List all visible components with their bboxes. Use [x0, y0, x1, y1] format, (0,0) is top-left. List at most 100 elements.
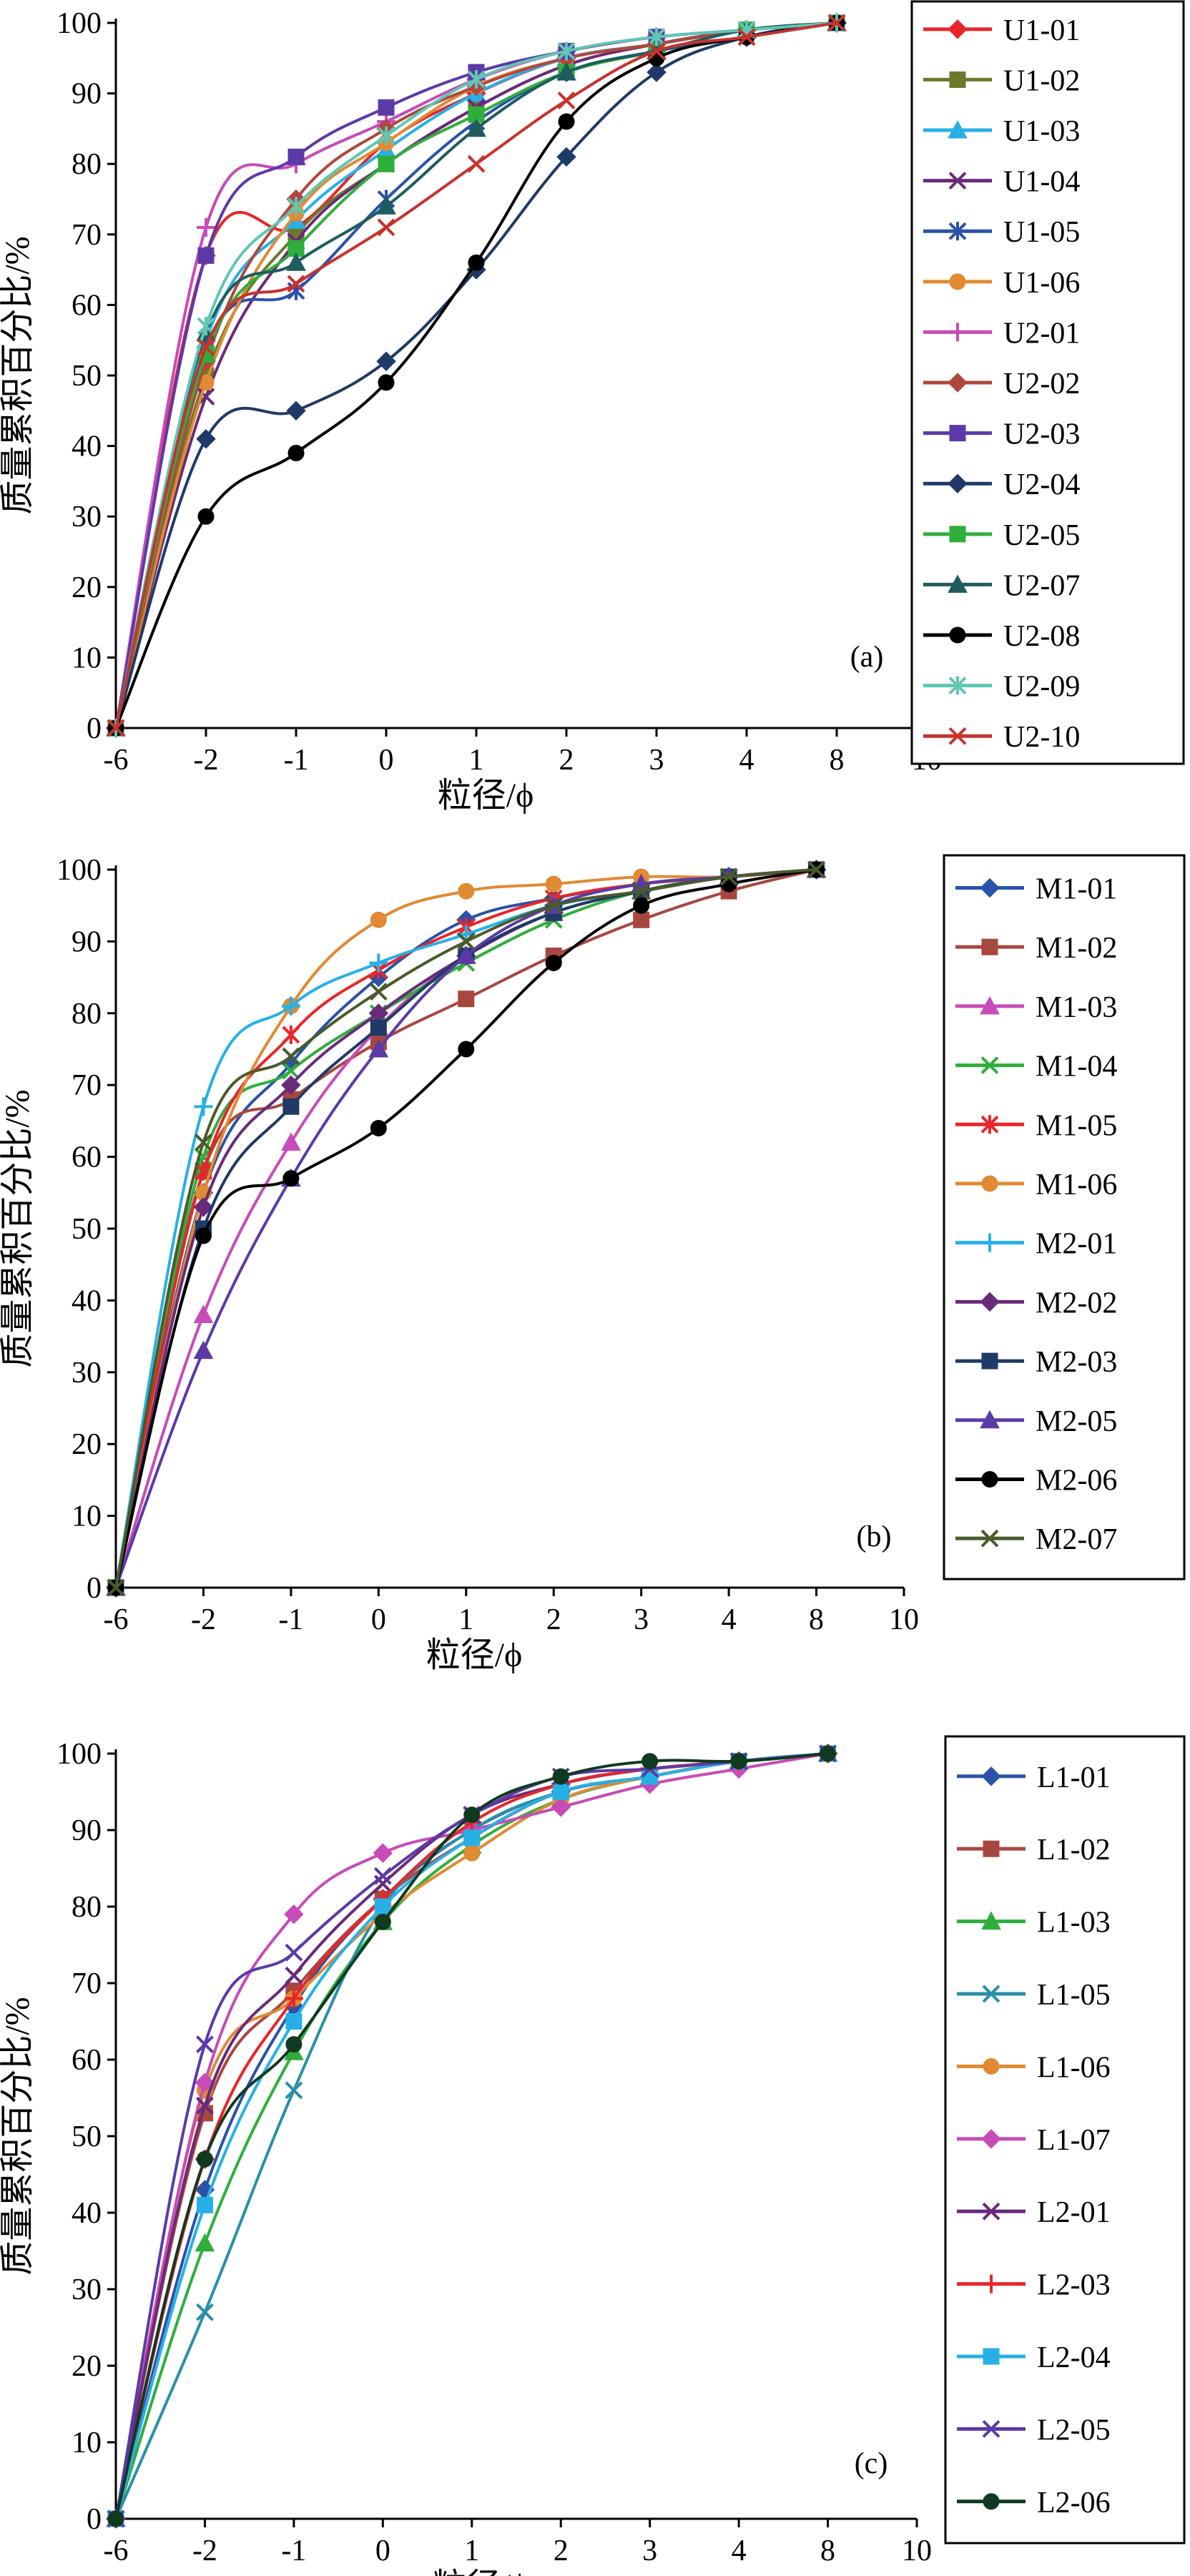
data-point: [369, 953, 388, 973]
y-tick-label: 70: [72, 1069, 102, 1102]
x-tick-label: -6: [104, 2535, 129, 2567]
legend-label: L1-01: [1037, 1761, 1111, 1794]
legend-marker: [949, 526, 966, 543]
series-U2-10: [107, 14, 846, 737]
y-tick-label: 50: [72, 360, 102, 393]
legend-marker: [982, 2274, 1000, 2294]
y-tick-label: 100: [56, 1738, 102, 1771]
data-point: [193, 1304, 214, 1323]
x-tick-label: 3: [634, 1603, 649, 1636]
series-L2-03: [107, 1744, 837, 2528]
y-tick-label: 60: [72, 289, 102, 322]
series-line: [114, 868, 817, 1588]
legend-label: U2-10: [1003, 721, 1080, 754]
legend-label: M2-03: [1036, 1346, 1117, 1379]
data-point: [632, 882, 651, 900]
y-axis-title: 质量累积百分比/%: [0, 1089, 36, 1367]
legend-marker: [949, 273, 966, 290]
legend-label: U1-05: [1003, 216, 1080, 249]
data-point: [456, 945, 476, 964]
data-point: [285, 2013, 303, 2030]
data-point: [196, 2150, 213, 2168]
x-tick-label: 4: [722, 1603, 737, 1636]
y-tick-label: 40: [72, 431, 102, 463]
legend-label: U2-07: [1003, 569, 1080, 602]
legend-label: U2-04: [1003, 468, 1080, 501]
legend-entry: U1-01: [923, 14, 1080, 47]
y-tick-label: 50: [72, 2120, 102, 2153]
data-point: [374, 1913, 391, 1930]
legend-marker: [981, 938, 998, 955]
series-M1-02: [107, 861, 825, 1596]
x-tick-label: 0: [371, 1603, 386, 1636]
legend-marker: [980, 1292, 1000, 1312]
legend-marker: [948, 222, 967, 241]
series-M2-07: [107, 860, 825, 1597]
legend-marker: [948, 19, 968, 39]
legend-entry: M1-03: [955, 991, 1117, 1024]
data-point: [807, 860, 825, 879]
y-tick-label: 80: [72, 998, 102, 1031]
legend-marker: [981, 1470, 998, 1488]
data-point: [544, 896, 563, 915]
legend-label: U1-03: [1003, 115, 1080, 148]
data-point: [196, 2196, 213, 2213]
series-line: [114, 868, 817, 1588]
series-M1-04: [107, 860, 825, 1597]
series-L1-07: [106, 1744, 838, 2529]
legend-marker: [948, 323, 967, 342]
legend-marker: [983, 2348, 1000, 2365]
x-tick-label: -2: [191, 1603, 216, 1636]
data-point: [195, 2233, 215, 2252]
legend-entry: L2-03: [957, 2269, 1111, 2302]
legend-entry: L2-06: [957, 2487, 1111, 2520]
legend: L1-01 L1-02 L1-03 L1-05 L1-06 L1-07 L2-01 L2-03…: [944, 1735, 1186, 2545]
y-tick-label: 10: [72, 1500, 102, 1533]
data-point: [463, 1844, 481, 1862]
data-point: [281, 996, 300, 1016]
data-point: [378, 374, 395, 391]
y-tick-label: 60: [72, 2044, 102, 2077]
legend-entry: U1-03: [923, 115, 1080, 148]
legend-marker: [948, 727, 967, 745]
legend-label: M2-06: [1036, 1464, 1117, 1497]
data-point: [287, 444, 305, 461]
series-M2-05: [106, 859, 827, 1596]
legend-entry: M2-02: [955, 1287, 1117, 1319]
legend-marker: [948, 676, 967, 695]
x-tick-label: 1: [464, 2535, 479, 2567]
y-tick-label: 90: [72, 925, 102, 958]
data-point: [458, 1041, 475, 1058]
series-line: [114, 1752, 828, 2520]
series-line: [114, 868, 817, 1588]
data-point: [377, 218, 395, 237]
data-point: [107, 1578, 125, 1597]
x-tick-label: 8: [830, 744, 845, 777]
legend-label: U1-01: [1003, 14, 1080, 47]
legend-entry: U2-01: [923, 317, 1080, 350]
legend-marker: [980, 1410, 1000, 1429]
legend-entry: L1-02: [957, 1834, 1111, 1867]
legend-marker: [981, 1352, 998, 1370]
series-L1-05: [107, 1744, 837, 2528]
data-point: [196, 2035, 214, 2054]
data-point: [557, 92, 576, 109]
x-axis-title: 粒径/ϕ: [433, 2567, 529, 2576]
legend-label: U2-03: [1003, 418, 1080, 451]
legend-entry: U1-05: [923, 216, 1080, 249]
series-line: [114, 1752, 828, 2520]
y-tick-label: 70: [72, 219, 102, 252]
series-line: [114, 1752, 828, 2520]
legend-marker: [983, 1840, 1000, 1857]
x-tick-label: 8: [820, 2535, 835, 2567]
x-tick-label: 1: [469, 744, 484, 777]
series-M1-06: [107, 861, 825, 1596]
legend-marker: [982, 1985, 1000, 2003]
y-tick-label: 30: [72, 2273, 102, 2306]
data-point: [285, 2081, 303, 2100]
data-point: [197, 217, 215, 237]
x-tick-label: 4: [732, 2535, 747, 2567]
series-line: [114, 868, 817, 1588]
data-point: [377, 126, 395, 145]
data-point: [196, 2303, 214, 2321]
